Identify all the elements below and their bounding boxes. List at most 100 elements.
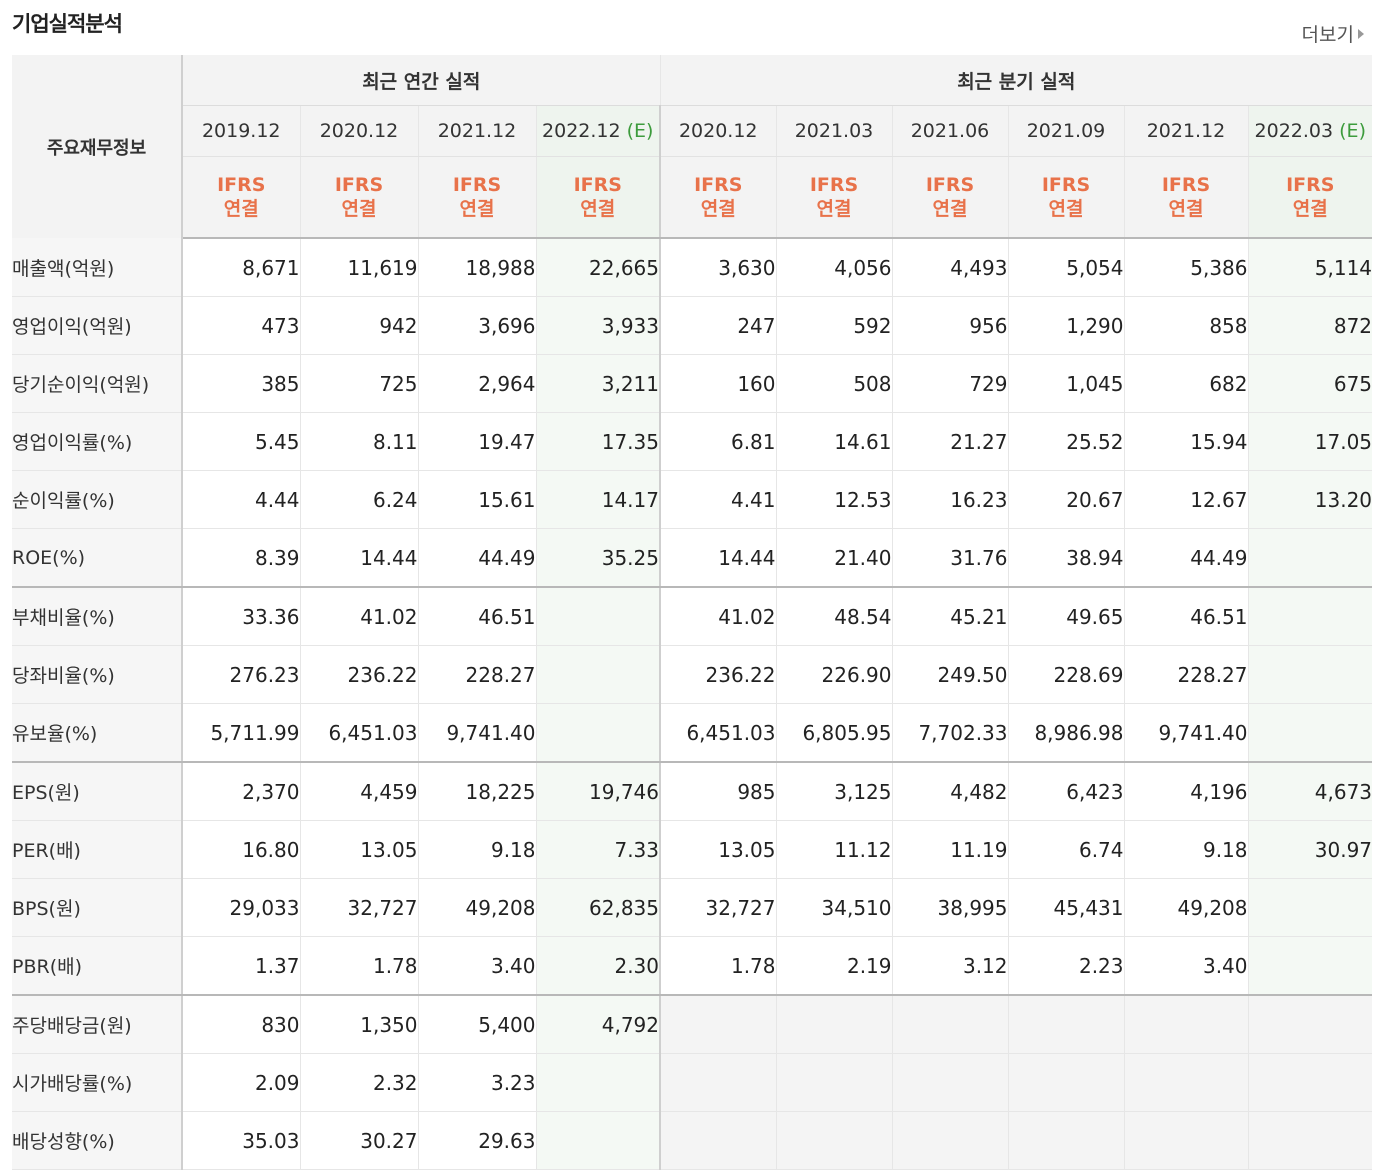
table-cell: 9,741.40 bbox=[417, 703, 536, 763]
table-cell: 228.69 bbox=[1007, 645, 1124, 704]
table-cell: 858 bbox=[1123, 296, 1248, 355]
table-cell: 14.44 bbox=[659, 528, 776, 588]
table-cell: 3,630 bbox=[659, 238, 776, 297]
table-cell: 41.02 bbox=[299, 587, 418, 646]
table-cell: 385 bbox=[181, 354, 300, 413]
table-row: 주당배당금(원) 830 1,350 5,400 4,792 bbox=[12, 995, 1373, 1054]
ifrs-label-line1: IFRS bbox=[1041, 174, 1091, 196]
group-quarter: 최근 분기 실적 bbox=[659, 55, 1373, 106]
table-cell: 247 bbox=[659, 296, 776, 355]
table-cell: 8.39 bbox=[181, 528, 300, 588]
table-cell: 4,459 bbox=[299, 762, 418, 821]
table-cell bbox=[1247, 645, 1373, 704]
table-cell: 473 bbox=[181, 296, 300, 355]
period-date-label: 2021.06 bbox=[910, 120, 990, 142]
estimate-mark: (E) bbox=[1333, 120, 1366, 142]
table-cell: 44.49 bbox=[417, 528, 536, 588]
table-row: PER(배) 16.80 13.05 9.18 7.33 13.05 11.12 11.19 6… bbox=[12, 820, 1373, 879]
table-cell: 675 bbox=[1247, 354, 1373, 413]
table-cell: 6,423 bbox=[1007, 762, 1124, 821]
row-label: 유보율(%) bbox=[12, 703, 183, 763]
table-cell: 49,208 bbox=[1123, 878, 1248, 937]
table-cell: 11,619 bbox=[299, 238, 418, 297]
table-cell: 5,711.99 bbox=[181, 703, 300, 763]
table-cell: 15.61 bbox=[417, 470, 536, 529]
table-row: 부채비율(%) 33.36 41.02 46.51 41.02 48.54 45.21 49.… bbox=[12, 587, 1373, 646]
table-cell: 236.22 bbox=[659, 645, 776, 704]
table-cell bbox=[659, 1053, 776, 1112]
row-label: 당기순이익(억원) bbox=[12, 354, 183, 413]
table-cell bbox=[1123, 1111, 1248, 1170]
table-cell: 20.67 bbox=[1007, 470, 1124, 529]
table-row: 당기순이익(억원) 385 725 2,964 3,211 160 508 729 1,045 6… bbox=[12, 354, 1373, 413]
period-date: 2021.06 bbox=[891, 105, 1008, 157]
ifrs-label-line1: IFRS bbox=[1286, 174, 1335, 196]
table-cell: 17.35 bbox=[535, 412, 660, 471]
row-header: 주요재무정보 bbox=[12, 55, 183, 238]
table-cell bbox=[1247, 1111, 1373, 1170]
date-row: 2019.12 2020.12 2021.12 2022.12 (E) 2020.12 2… bbox=[12, 105, 1373, 157]
table-cell: 9,741.40 bbox=[1123, 703, 1248, 763]
row-label: 영업이익(억원) bbox=[12, 296, 183, 355]
table-row: 영업이익률(%) 5.45 8.11 19.47 17.35 6.81 14.61 21.27… bbox=[12, 412, 1373, 471]
table-cell: 49,208 bbox=[417, 878, 536, 937]
table-cell: 249.50 bbox=[891, 645, 1008, 704]
ifrs-label-line2: 연결 bbox=[1292, 198, 1328, 220]
ifrs-label-line2: 연결 bbox=[1168, 198, 1204, 220]
table-cell: 6.81 bbox=[659, 412, 776, 471]
table-cell bbox=[1007, 1111, 1124, 1170]
period-date: 2021.09 bbox=[1007, 105, 1124, 157]
table-row: 배당성향(%) 35.03 30.27 29.63 bbox=[12, 1111, 1373, 1170]
table-cell: 14.61 bbox=[775, 412, 892, 471]
ifrs-label: IFRS 연결 bbox=[1007, 156, 1124, 239]
row-label: 주당배당금(원) bbox=[12, 995, 183, 1054]
table-cell: 34,510 bbox=[775, 878, 892, 937]
table-cell bbox=[659, 995, 776, 1054]
table-cell: 33.36 bbox=[181, 587, 300, 646]
table-cell: 4,673 bbox=[1247, 762, 1373, 821]
ifrs-label: IFRS 연결 bbox=[1123, 156, 1248, 239]
table-cell bbox=[535, 1053, 660, 1112]
table-cell: 5,400 bbox=[417, 995, 536, 1054]
period-date-label: 2021.09 bbox=[1026, 120, 1106, 142]
table-cell: 4.41 bbox=[659, 470, 776, 529]
table-cell bbox=[535, 587, 660, 646]
ifrs-label-line2: 연결 bbox=[580, 198, 616, 220]
table-cell bbox=[535, 703, 660, 763]
period-date-label: 2021.12 bbox=[437, 120, 517, 142]
row-label: 배당성향(%) bbox=[12, 1111, 183, 1170]
table-cell: 9.18 bbox=[1123, 820, 1248, 879]
table-cell: 15.94 bbox=[1123, 412, 1248, 471]
ifrs-label-line1: IFRS bbox=[694, 174, 743, 196]
table-cell: 592 bbox=[775, 296, 892, 355]
table-cell bbox=[1123, 1053, 1248, 1112]
table-cell: 3,125 bbox=[775, 762, 892, 821]
table-cell: 19.47 bbox=[417, 412, 536, 471]
table-cell: 6,451.03 bbox=[659, 703, 776, 763]
table-cell: 4,792 bbox=[535, 995, 660, 1054]
ifrs-label-line1: IFRS bbox=[217, 174, 266, 196]
table-cell: 6,805.95 bbox=[775, 703, 892, 763]
chevron-right-icon bbox=[1358, 28, 1364, 39]
ifrs-label-line1: IFRS bbox=[452, 174, 502, 196]
table-cell: 18,225 bbox=[417, 762, 536, 821]
table-cell: 830 bbox=[181, 995, 300, 1054]
table-cell: 62,835 bbox=[535, 878, 660, 937]
table-cell: 1,350 bbox=[299, 995, 418, 1054]
more-link[interactable]: 더보기 bbox=[1302, 20, 1364, 47]
ifrs-label-line2: 연결 bbox=[932, 198, 968, 220]
ifrs-label-line1: IFRS bbox=[809, 174, 859, 196]
table-cell: 508 bbox=[775, 354, 892, 413]
table-cell: 17.05 bbox=[1247, 412, 1373, 471]
ifrs-label-line2: 연결 bbox=[459, 198, 495, 220]
period-date-label: 2020.12 bbox=[678, 120, 758, 142]
section-title: 기업실적분석 bbox=[12, 12, 123, 36]
table-cell: 3.40 bbox=[417, 936, 536, 996]
table-cell: 29.63 bbox=[417, 1111, 536, 1170]
table-cell: 14.44 bbox=[299, 528, 418, 588]
period-date-label: 2022.12 bbox=[542, 120, 621, 142]
table-cell: 12.53 bbox=[775, 470, 892, 529]
table-cell: 226.90 bbox=[775, 645, 892, 704]
period-date: 2022.03 (E) bbox=[1247, 105, 1373, 157]
table-cell: 1,045 bbox=[1007, 354, 1124, 413]
